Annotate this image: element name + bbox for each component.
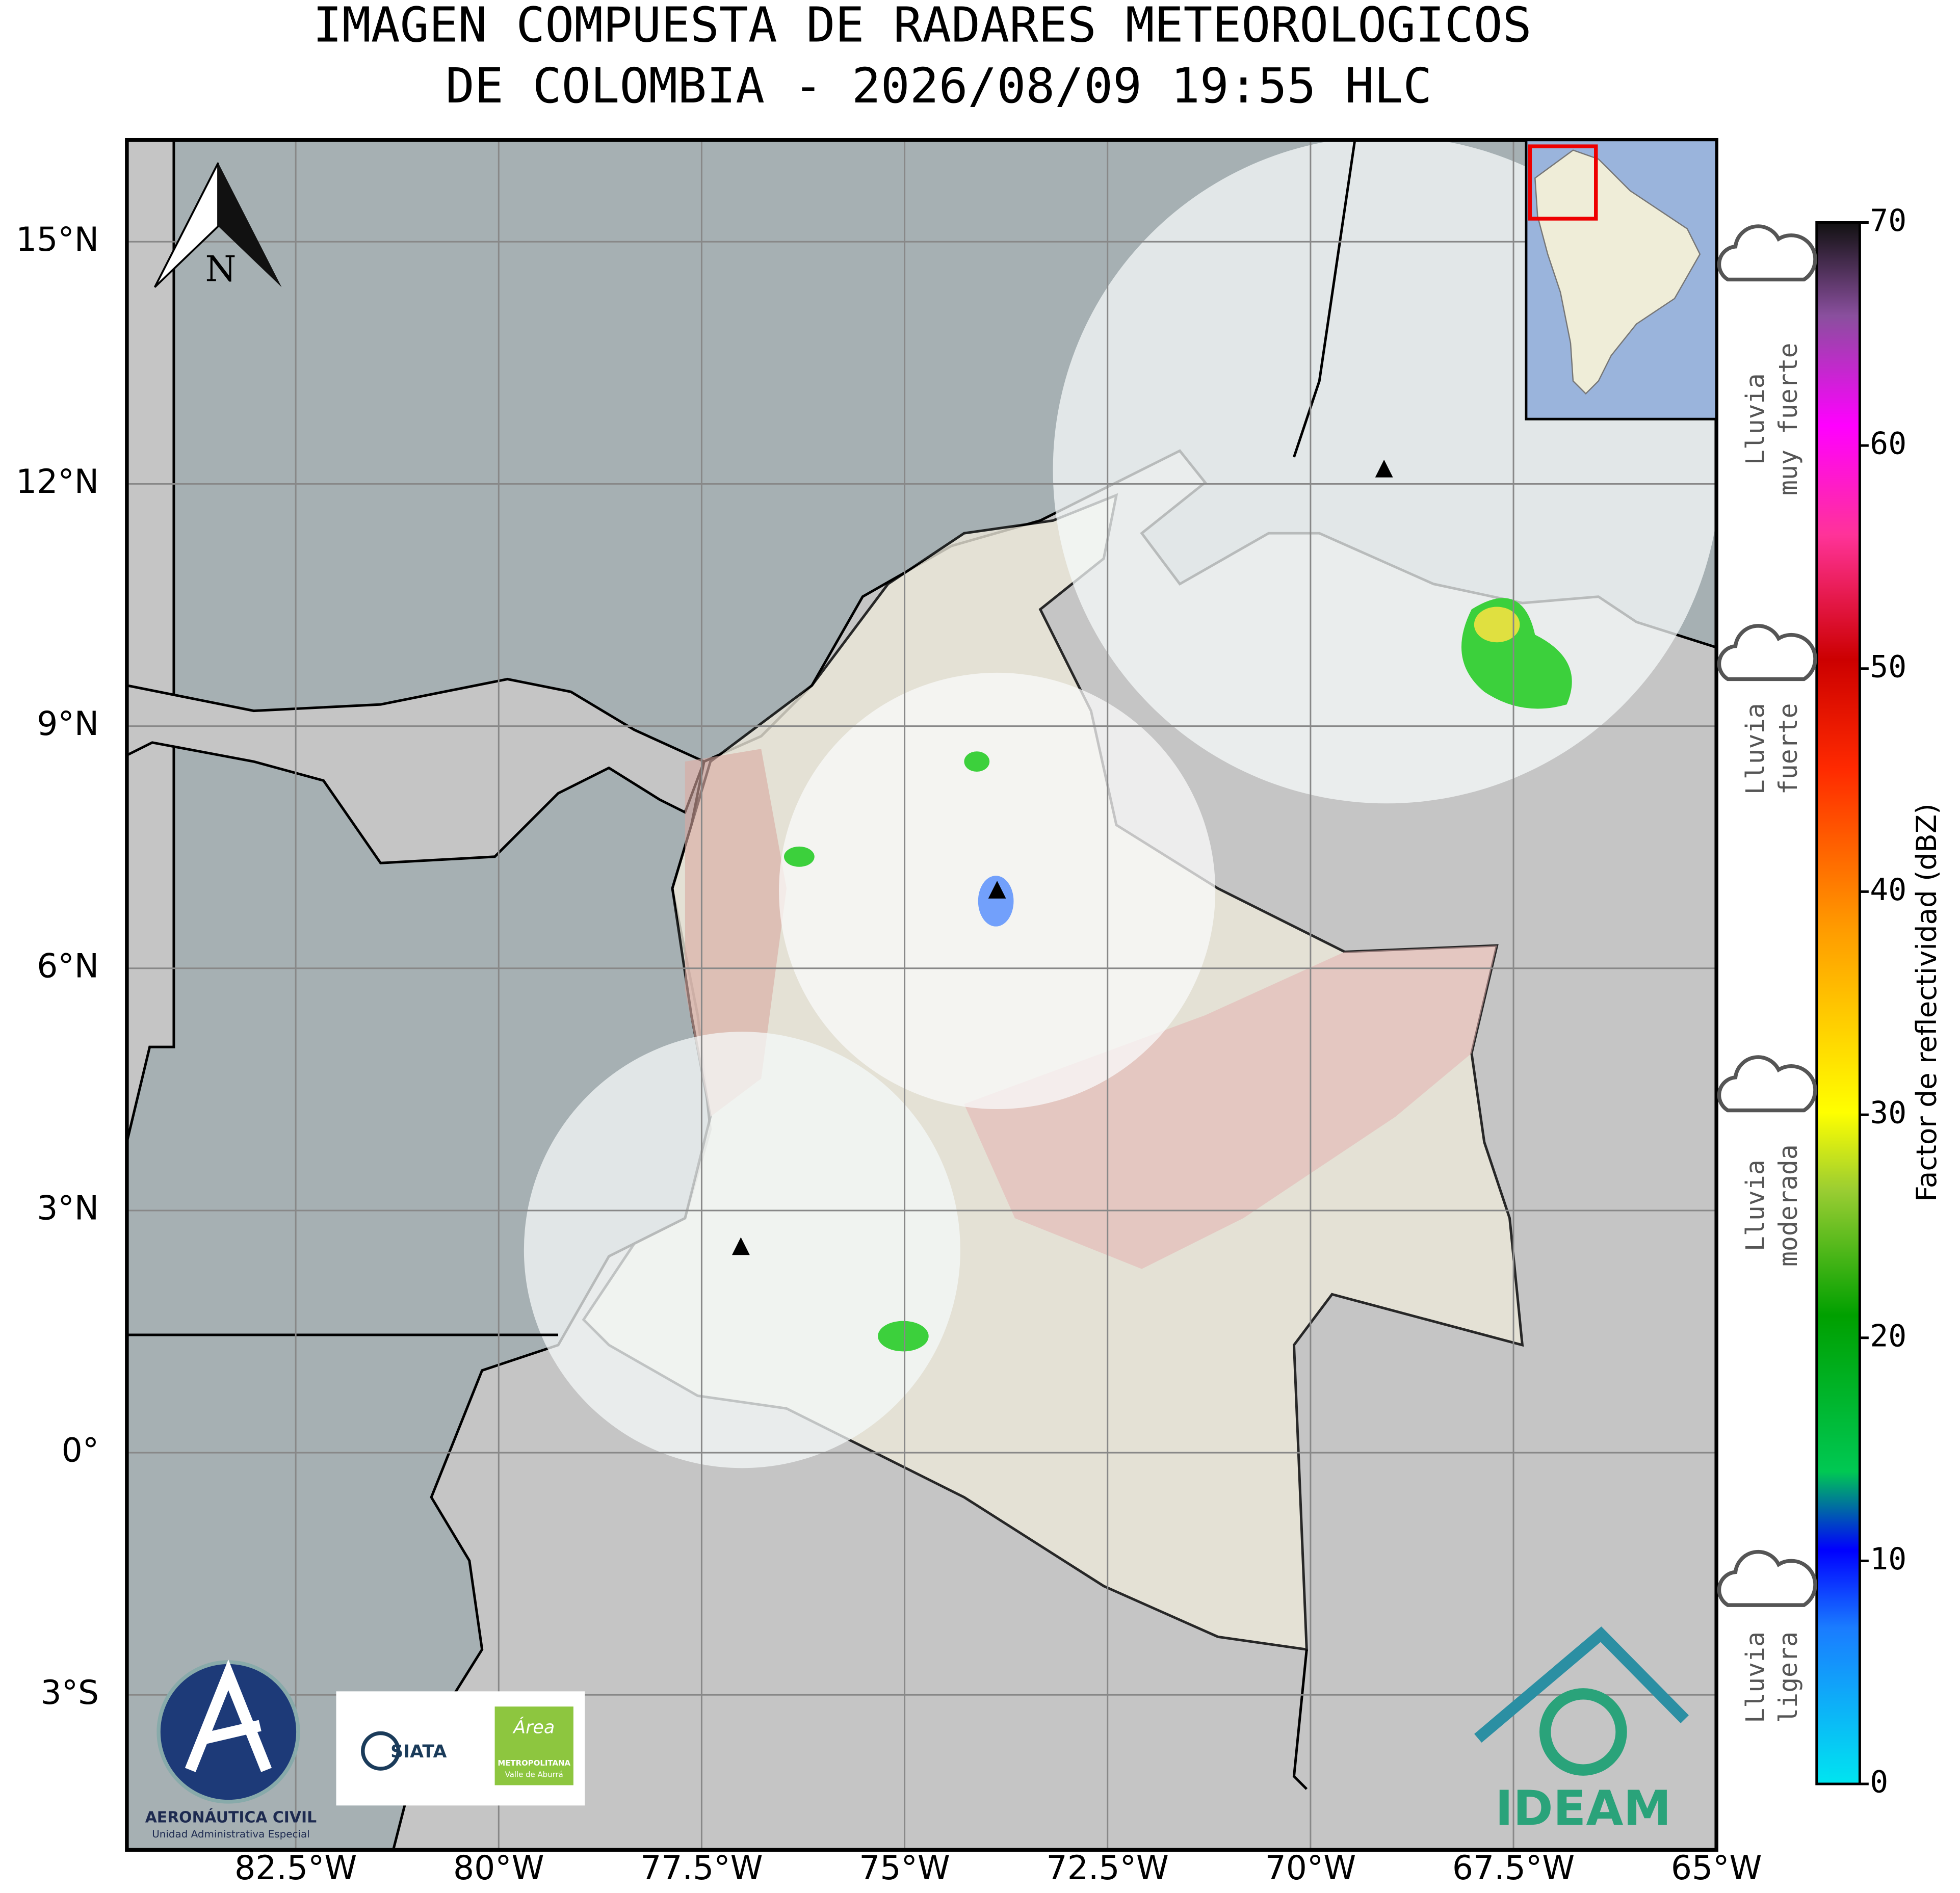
x-tick-label: 65°W [1671, 1849, 1762, 1887]
title-line: IMAGEN COMPUESTA DE RADARES METEOROLOGIC… [313, 0, 1532, 54]
radar-site [988, 881, 1006, 899]
ideam-swirl [1539, 1688, 1627, 1776]
logo-ideam: IDEAM [1474, 1626, 1689, 1837]
rain-echo [964, 751, 990, 772]
north-arrow: N [153, 162, 282, 290]
map-frame [126, 140, 1717, 1850]
y-tick-label: 6°N [37, 947, 99, 985]
land [126, 677, 706, 864]
x-tick-label: 72.5°W [1047, 1849, 1169, 1887]
siata-label: SIATA [390, 1742, 447, 1762]
north-arrow-right [218, 163, 282, 287]
rain-class: Lluvia moderada [1717, 1055, 1817, 1267]
rain-class: Lluvia ligera [1717, 1549, 1817, 1723]
rain-icon [1717, 624, 1817, 681]
grid [126, 140, 1717, 1850]
rain-class: Lluvia muy fuerte [1717, 224, 1817, 495]
siata-sun [361, 1731, 401, 1771]
rain-icon [1717, 1055, 1817, 1113]
ideam-roof [1474, 1626, 1689, 1743]
region-shade [964, 945, 1497, 1269]
rain-class-label: Lluvia [1740, 703, 1770, 795]
colorbar-tick-label: 60 [1870, 427, 1906, 462]
border [1292, 1649, 1308, 1790]
x-tick-label: 70°W [1265, 1849, 1356, 1887]
colorbar-tick-label: 0 [1870, 1765, 1888, 1800]
rain-echo [878, 1321, 929, 1352]
radar-site [731, 1237, 750, 1255]
x-tick-label: 67.5°W [1452, 1849, 1575, 1887]
rain-class: Lluvia fuerte [1717, 624, 1817, 795]
area-title: Área [512, 1717, 555, 1738]
rain-class-label: moderada [1773, 1144, 1803, 1267]
colorbar-tick-label: 20 [1870, 1319, 1906, 1354]
border [1293, 140, 1356, 458]
land [126, 140, 175, 1143]
x-tick-label: 80°W [453, 1849, 544, 1887]
colorbar-tick-label: 40 [1870, 873, 1906, 908]
colorbar-tick-label: 10 [1870, 1542, 1906, 1577]
colorbar [1815, 221, 1861, 1785]
y-tick-label: 12°N [16, 463, 99, 501]
rain-echo [1474, 607, 1520, 643]
north-label: N [205, 249, 237, 290]
inset-extent [1528, 144, 1598, 221]
y-tick-label: 3°S [41, 1674, 99, 1712]
x-tick-label: 82.5°W [234, 1849, 357, 1887]
colorbar-tick-label: 30 [1870, 1096, 1906, 1131]
colorbar-tick-label: 70 [1870, 203, 1906, 239]
y-tick-label: 0° [62, 1432, 99, 1470]
map-border [125, 138, 1718, 1852]
rain-echo [978, 876, 1014, 927]
rain-echo [784, 846, 815, 867]
area-box [494, 1706, 573, 1785]
y-tick-label: 9°N [37, 705, 99, 743]
rain-class-label: ligera [1773, 1632, 1803, 1723]
region-shade [685, 749, 787, 1117]
aerocivil-sub: Unidad Administrativa Especial [152, 1828, 309, 1840]
aerocivil-name: AERONÁUTICA CIVIL [145, 1808, 317, 1827]
x-tick-label: 77.5°W [640, 1849, 763, 1887]
y-tick-label: 3°N [37, 1190, 99, 1228]
radar-site [1375, 459, 1393, 478]
logo-aerocivil: AERONÁUTICA CIVIL Unidad Administrativa … [145, 1659, 317, 1840]
rain-class-label: muy fuerte [1773, 343, 1803, 495]
y-tick-label: 15°N [16, 221, 99, 259]
inset-land [1534, 149, 1701, 395]
aerocivil-a [185, 1659, 272, 1772]
rain-class-label: Lluvia [1740, 373, 1770, 465]
colorbar-tick-label: 50 [1870, 649, 1906, 685]
rain-icon [1717, 224, 1817, 282]
area-sub: METROPOLITANA [498, 1758, 570, 1768]
area-sub: Valle de Aburrá [505, 1770, 563, 1779]
rain-class-label: fuerte [1773, 703, 1803, 795]
logo-siata-area: SIATA Área METROPOLITANA Valle de Aburrá [336, 1691, 585, 1806]
title-line: DE COLOMBIA - 2026/08/09 19:55 HLC [446, 58, 1432, 114]
inset-map [1525, 139, 1718, 420]
rain-class-label: Lluvia [1740, 1160, 1770, 1251]
x-tick-label: 75°W [859, 1849, 950, 1887]
ideam-label: IDEAM [1495, 1781, 1671, 1837]
rain-class-label: Lluvia [1740, 1632, 1770, 1723]
colorbar-label: Factor de reflectividad (dBZ) [1910, 803, 1943, 1201]
rain-icon [1717, 1549, 1817, 1607]
